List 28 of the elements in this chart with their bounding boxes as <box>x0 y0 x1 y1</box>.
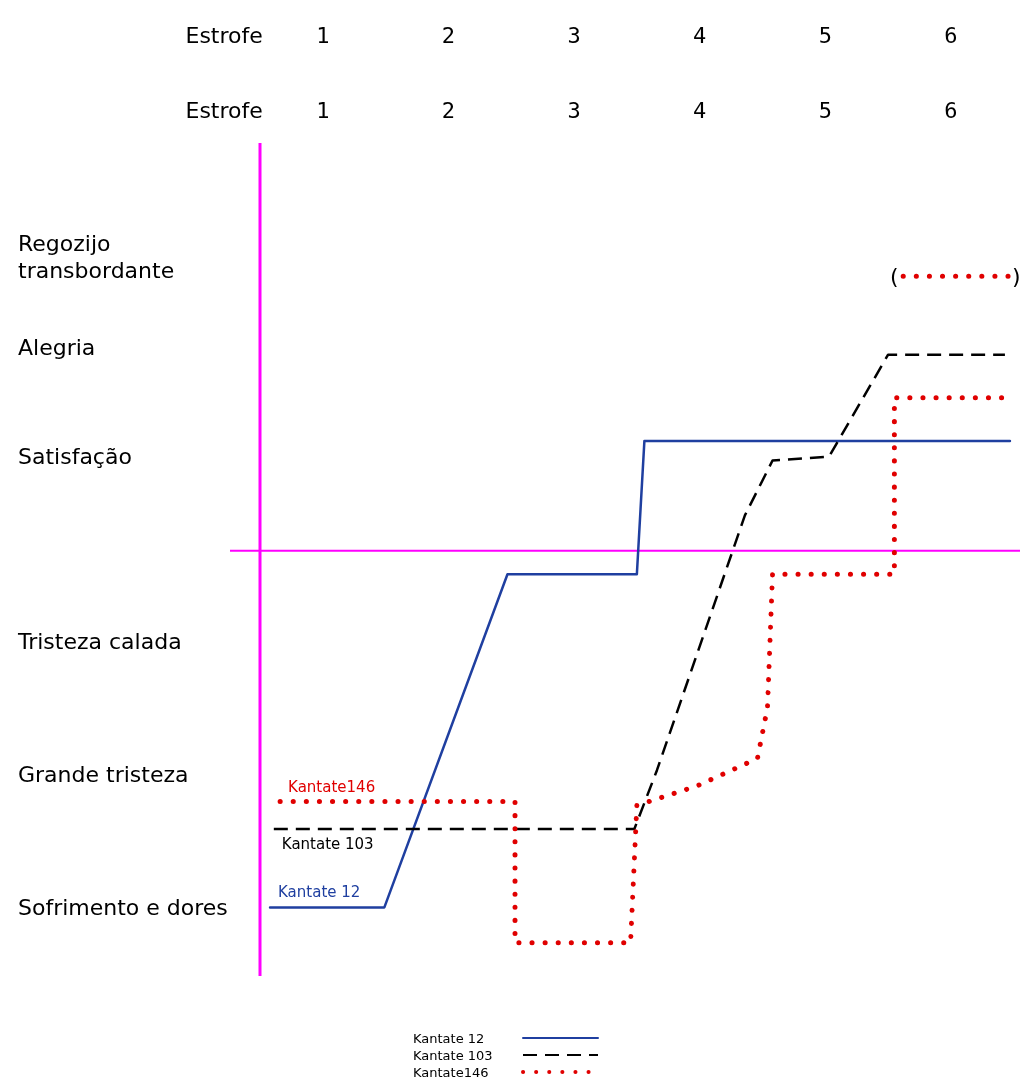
series-label: Kantate146 <box>288 777 376 796</box>
x2-tick-label: 1 <box>316 98 330 123</box>
text: Kantate146 <box>413 1064 489 1080</box>
text: Tristeza calada <box>17 628 182 654</box>
x-tick-label: 6 <box>944 23 958 48</box>
x-tick-label: 5 <box>818 23 832 48</box>
x2-tick-label: 4 <box>693 98 707 123</box>
series-label: Kantate 103 <box>281 835 374 853</box>
x2-tick-label: 2 <box>441 98 456 123</box>
x2-tick-label: 6 <box>944 98 958 123</box>
text: Satisfação <box>18 444 132 470</box>
series-label: Kantate 12 <box>278 883 361 902</box>
annotation: ( <box>890 263 899 289</box>
x2-tick-label: 3 <box>567 98 581 123</box>
text: Kantate 103 <box>413 1047 493 1063</box>
x-tick-label: 3 <box>567 23 581 48</box>
x-tick-label: 1 <box>316 23 330 48</box>
annotation: ) <box>1011 263 1021 289</box>
x-tick-label: 2 <box>441 23 456 48</box>
text: Regozijo transbordante <box>18 231 175 284</box>
text: Sofrimento e dores <box>18 895 228 921</box>
text: Alegria <box>18 334 96 360</box>
x-tick-label: 4 <box>693 23 707 48</box>
x-axis-title: Estrofe <box>185 98 263 123</box>
x2-tick-label: 5 <box>818 98 832 123</box>
text: Kantate 12 <box>413 1030 485 1046</box>
text: Grande tristeza <box>18 761 189 787</box>
x2-axis-title: Estrofe <box>185 23 263 48</box>
